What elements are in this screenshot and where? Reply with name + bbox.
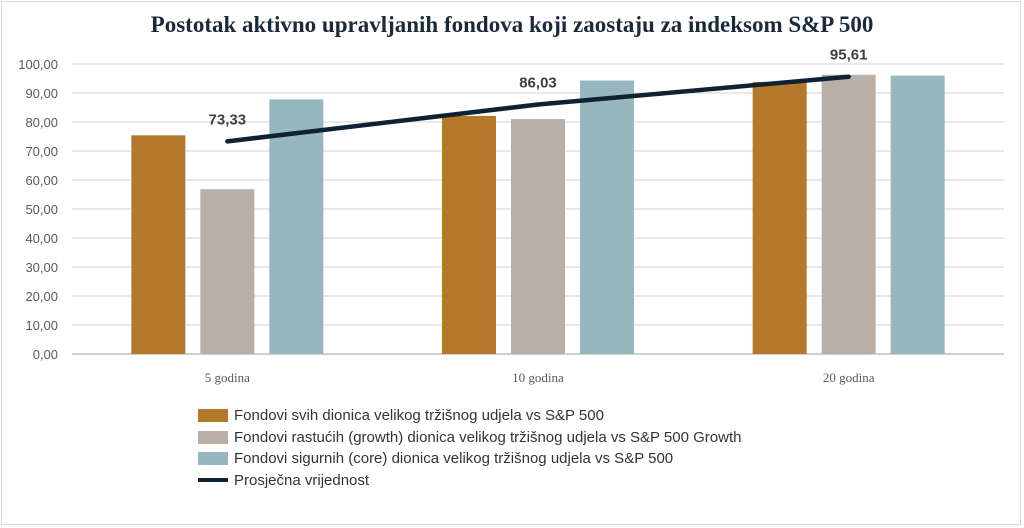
data-label: 86,03 <box>519 75 557 92</box>
legend-item: Fondovi svih dionica velikog tržišnog ud… <box>198 405 741 427</box>
y-tick-label: 40,00 <box>25 231 58 246</box>
x-tick-label: 5 godina <box>205 370 250 385</box>
x-tick-label: 10 godina <box>512 370 564 385</box>
average-line <box>225 74 851 144</box>
legend-label: Fondovi svih dionica velikog tržišnog ud… <box>234 407 604 425</box>
legend-item: Prosječna vrijednost <box>198 470 741 492</box>
bar <box>821 74 876 354</box>
y-tick-label: 30,00 <box>25 260 58 275</box>
bar <box>890 75 945 354</box>
y-tick-label: 100,00 <box>18 57 58 72</box>
chart-title: Postotak aktivno upravljanih fondova koj… <box>150 12 874 37</box>
legend-swatch <box>198 430 228 444</box>
legend-swatch <box>198 478 228 483</box>
y-tick-label: 10,00 <box>25 318 58 333</box>
legend-label: Fondovi rastućih (growth) dionica veliko… <box>234 428 742 446</box>
y-tick-label: 70,00 <box>25 144 58 159</box>
y-tick-label: 20,00 <box>25 289 58 304</box>
bar <box>442 115 496 354</box>
bar <box>131 135 186 354</box>
legend-item: Fondovi rastućih (growth) dionica veliko… <box>198 427 741 449</box>
legend: Fondovi svih dionica velikog tržišnog ud… <box>198 405 741 491</box>
legend-swatch <box>198 452 228 466</box>
y-tick-label: 90,00 <box>25 86 58 101</box>
y-tick-label: 80,00 <box>25 115 58 130</box>
data-label: 95,61 <box>830 47 868 64</box>
bar <box>200 189 255 354</box>
legend-item: Fondovi sigurnih (core) dionica velikog … <box>198 448 741 470</box>
x-tick-label: 20 godina <box>823 370 875 385</box>
bar <box>269 99 324 354</box>
y-tick-label: 0,00 <box>33 347 58 362</box>
y-tick-label: 60,00 <box>25 173 58 188</box>
bar <box>752 81 807 354</box>
legend-label: Fondovi sigurnih (core) dionica velikog … <box>234 450 674 468</box>
bar <box>511 119 565 354</box>
legend-label: Prosječna vrijednost <box>234 471 370 489</box>
data-label: 73,33 <box>209 111 247 128</box>
legend-swatch <box>198 409 228 423</box>
bar <box>580 80 634 354</box>
y-tick-label: 50,00 <box>25 202 58 217</box>
